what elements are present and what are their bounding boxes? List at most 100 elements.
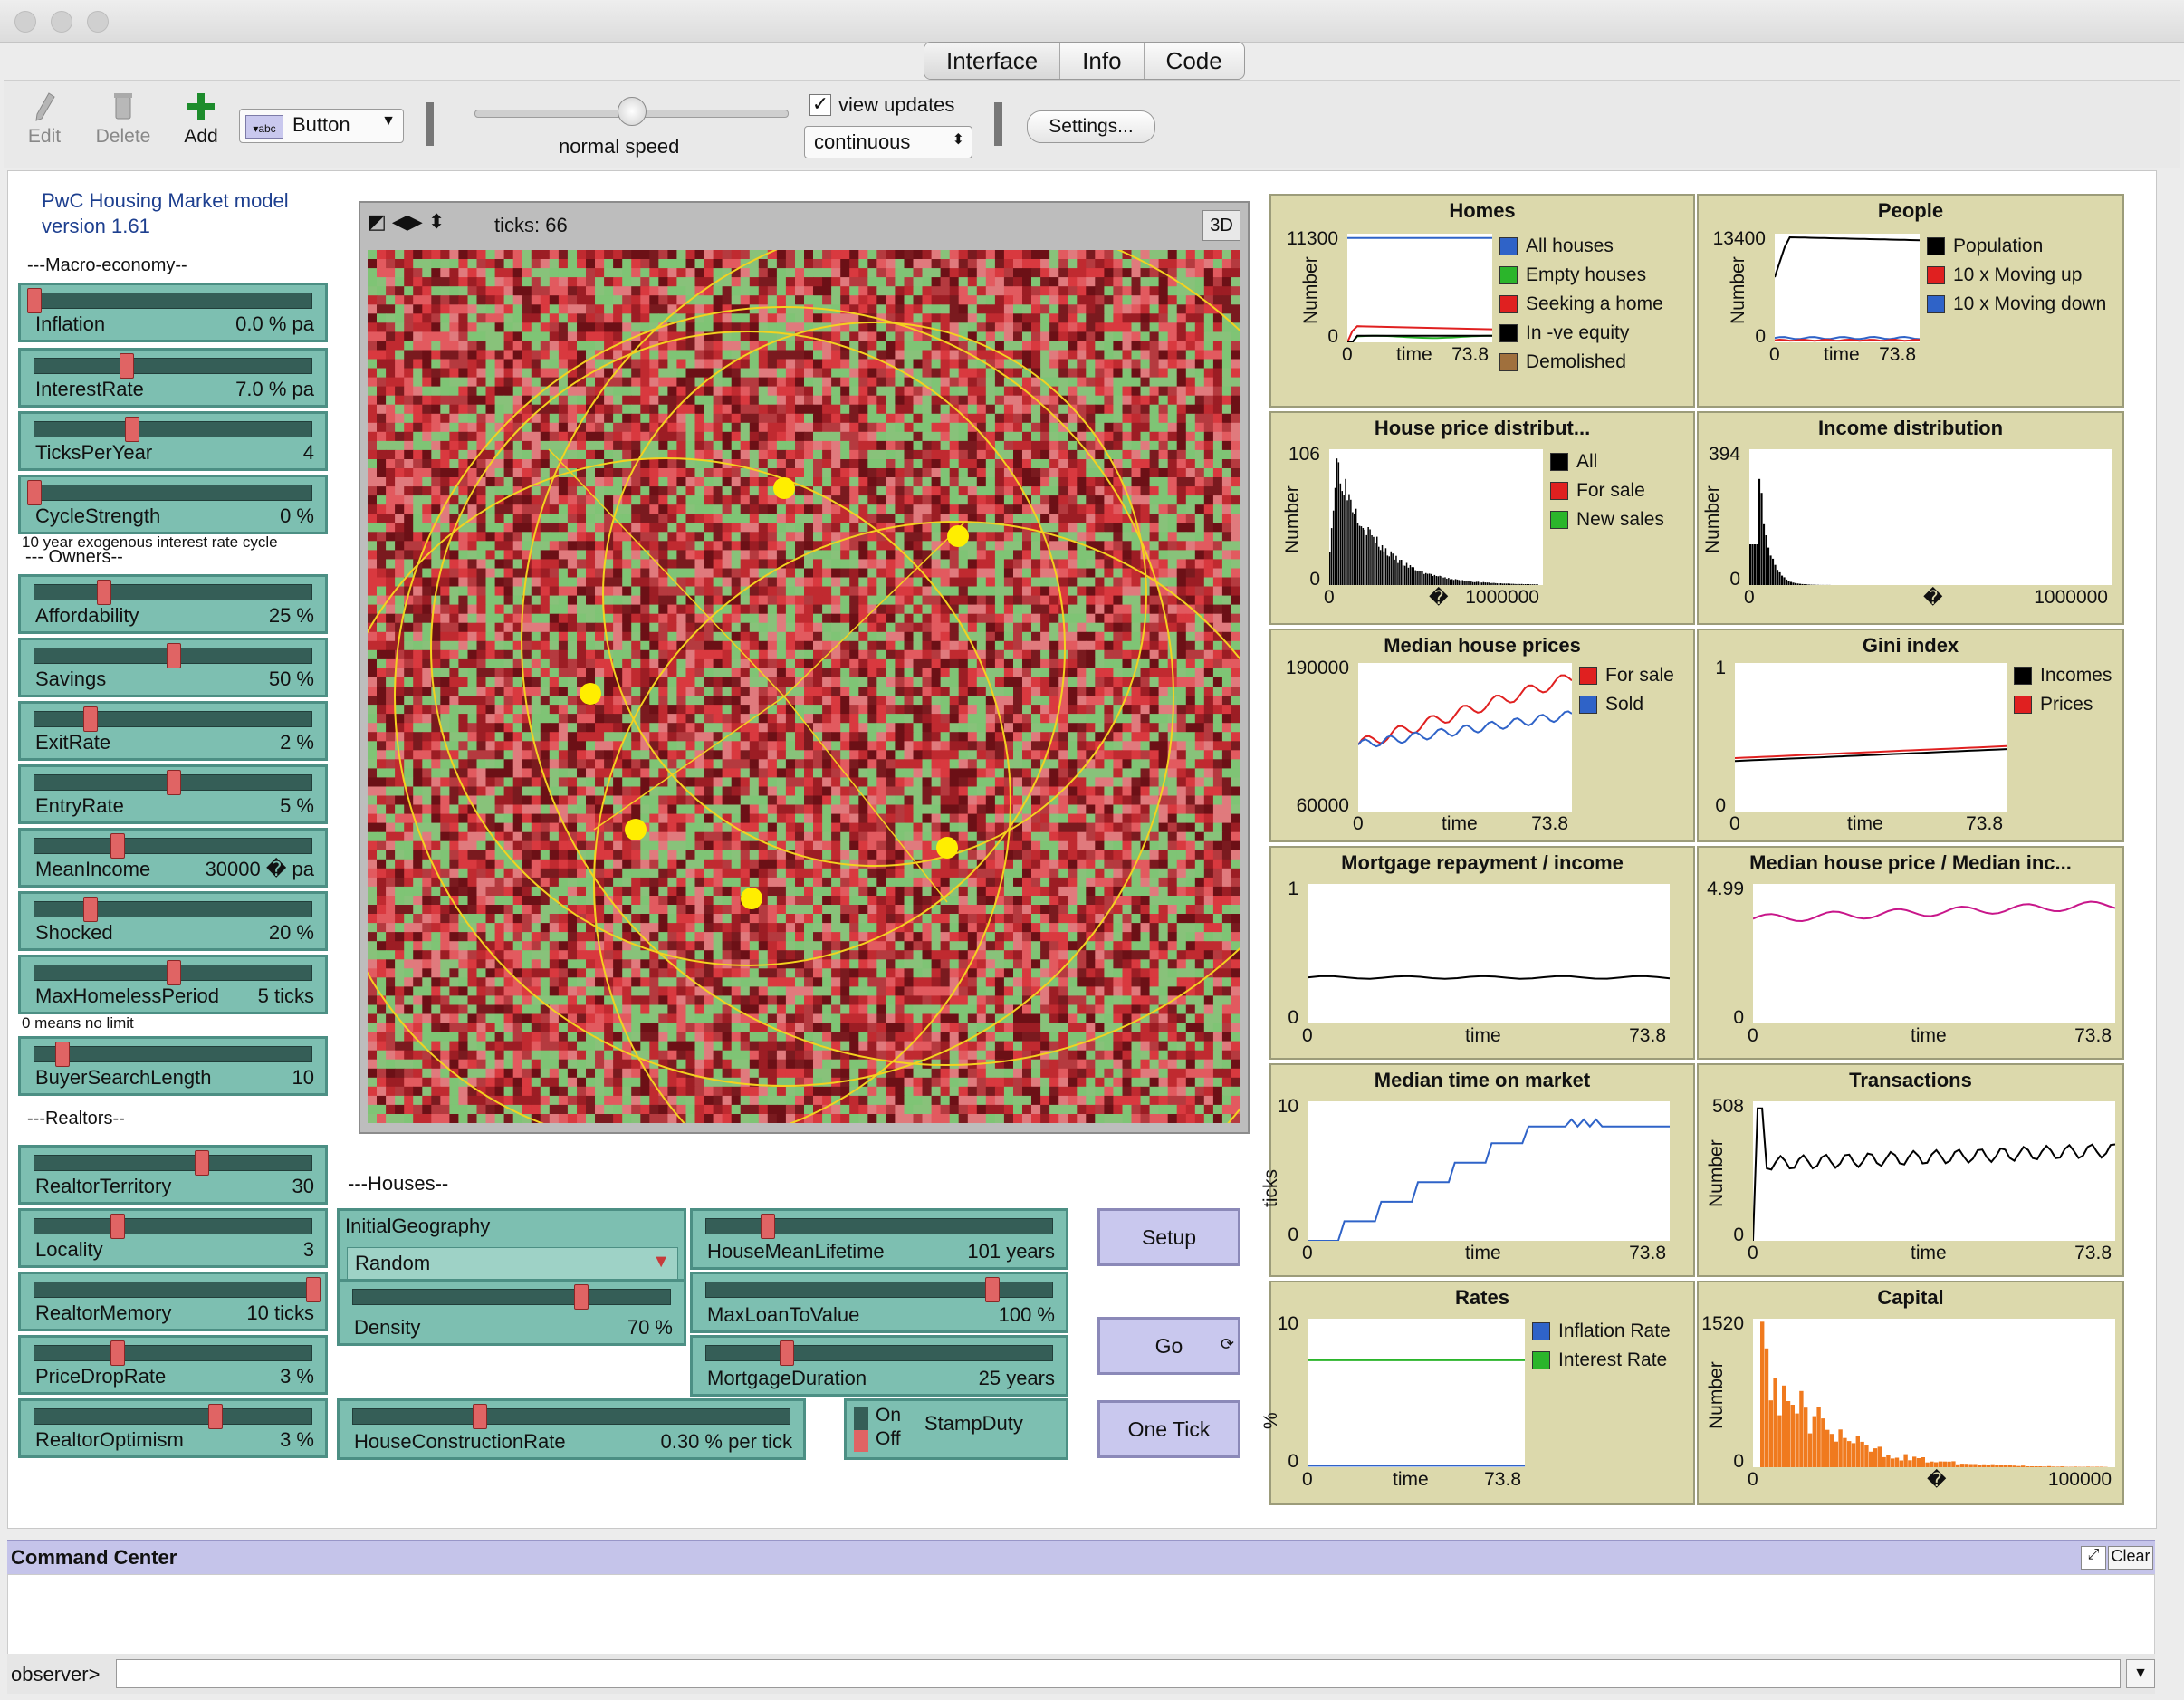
slider-knob[interactable] — [167, 643, 181, 668]
minimize-window-icon[interactable] — [51, 11, 72, 33]
view-3d-button[interactable]: 3D — [1202, 210, 1240, 241]
slider-label: Locality — [35, 1238, 103, 1261]
histogram-bar — [1452, 580, 1455, 585]
command-center: Command Center ⤢ Clear observer> ▼ — [7, 1540, 2155, 1699]
histogram-bar — [1512, 583, 1514, 585]
slider-knob[interactable] — [167, 770, 181, 795]
slider-exitrate[interactable]: ExitRate 2 % — [18, 701, 328, 761]
slider-knob[interactable] — [984, 1277, 1000, 1302]
plot-xlabel: time — [1442, 813, 1478, 834]
slider-entryrate[interactable]: EntryRate 5 % — [18, 764, 328, 824]
slider-knob[interactable] — [194, 1150, 209, 1176]
switch-knob[interactable] — [854, 1430, 868, 1452]
slider-knob[interactable] — [110, 833, 126, 859]
histogram-bar — [1510, 583, 1512, 585]
expand-icon[interactable]: ⤢ — [2081, 1546, 2106, 1570]
world-canvas[interactable] — [368, 250, 1240, 1123]
add-button[interactable]: Add — [176, 90, 226, 148]
view-controls[interactable]: ◩ ◀▶ ⬍ — [368, 210, 445, 234]
close-window-icon[interactable] — [14, 11, 36, 33]
slider-cyclestrength[interactable]: CycleStrength 0 % — [18, 475, 328, 534]
slider-ticksperyear[interactable]: TicksPerYear 4 — [18, 411, 328, 471]
delete-button[interactable]: Delete — [87, 90, 159, 148]
legend-swatch — [1499, 353, 1518, 371]
slider-knob[interactable] — [124, 417, 139, 442]
horizontal-arrows-icon[interactable]: ◀▶ — [391, 210, 423, 233]
slider-knob[interactable] — [167, 960, 181, 985]
legend-label: 10 x Moving up — [1953, 264, 2083, 285]
histogram-bar — [2051, 1466, 2055, 1467]
density-slider[interactable]: Density 70 % — [337, 1279, 686, 1346]
slider-pricedroprate[interactable]: PriceDropRate 3 % — [18, 1335, 328, 1395]
slider-interestrate[interactable]: InterestRate 7.0 % pa — [18, 348, 328, 408]
chevron-down-icon[interactable]: ▼ — [2126, 1659, 2155, 1688]
vertical-arrows-icon[interactable]: ⬍ — [427, 210, 445, 233]
setup-button[interactable]: Setup — [1097, 1208, 1240, 1266]
slider-knob[interactable] — [82, 706, 98, 732]
slider-meanincome[interactable]: MeanIncome 30000 � pa — [18, 828, 328, 888]
speed-slider-knob[interactable] — [617, 97, 647, 126]
command-input[interactable] — [116, 1659, 2121, 1688]
edit-button[interactable]: Edit — [22, 90, 67, 148]
edge-control-icon[interactable]: ◩ — [368, 210, 387, 233]
go-button[interactable]: Go ⟳ — [1097, 1317, 1240, 1375]
slider-knob[interactable] — [27, 288, 42, 313]
histogram-bar — [1375, 543, 1376, 585]
one-tick-button[interactable]: One Tick — [1097, 1400, 1240, 1458]
slider-inflation[interactable]: Inflation 0.0 % pa — [18, 283, 328, 342]
slider-label: MeanIncome — [35, 858, 151, 880]
histogram-bar — [1860, 1441, 1864, 1467]
house-mean-lifetime-slider[interactable]: HouseMeanLifetime 101 years — [690, 1208, 1068, 1270]
slider-maxhomelessperiod[interactable]: MaxHomelessPeriod 5 ticks — [18, 955, 328, 1014]
stamp-duty-switch[interactable]: On Off StampDuty — [844, 1398, 1068, 1460]
histogram-bar — [1760, 1321, 1765, 1467]
slider-knob[interactable] — [110, 1214, 126, 1239]
house-construction-rate-slider[interactable]: HouseConstructionRate 0.30 % per tick — [337, 1398, 806, 1460]
slider-knob[interactable] — [110, 1340, 126, 1366]
slider-buyersearchlength[interactable]: BuyerSearchLength 10 — [18, 1036, 328, 1096]
tab-code[interactable]: Code — [1165, 47, 1222, 74]
slider-realtoroptimism[interactable]: RealtorOptimism 3 % — [18, 1398, 328, 1458]
tab-info[interactable]: Info — [1060, 43, 1145, 79]
slider-savings[interactable]: Savings 50 % — [18, 638, 328, 697]
slider-affordability[interactable]: Affordability 25 % — [18, 574, 328, 634]
slider-knob[interactable] — [472, 1404, 487, 1429]
histogram-bar — [1411, 567, 1413, 585]
slider-realtorterritory[interactable]: RealtorTerritory 30 — [18, 1145, 328, 1205]
slider-knob[interactable] — [780, 1340, 794, 1366]
plot-ylabel: Number — [1300, 256, 1321, 324]
slider-shocked[interactable]: Shocked 20 % — [18, 891, 328, 951]
slider-knob[interactable] — [208, 1404, 224, 1429]
initial-geography-select[interactable]: Random ▼ — [347, 1247, 678, 1280]
slider-label: MaxHomelessPeriod — [35, 984, 219, 1007]
histogram-bar — [2094, 1466, 2099, 1467]
slider-knob[interactable] — [27, 480, 42, 505]
legend-swatch — [1579, 667, 1597, 685]
slider-knob[interactable] — [54, 1042, 70, 1067]
tab-interface[interactable]: Interface — [924, 43, 1061, 79]
slider-track — [34, 1046, 312, 1062]
update-mode-select[interactable]: continuous ⬍ — [804, 126, 972, 158]
histogram-bar — [1537, 584, 1538, 585]
slider-knob[interactable] — [761, 1214, 776, 1239]
zoom-window-icon[interactable] — [87, 11, 109, 33]
slider-knob[interactable] — [82, 897, 98, 922]
slider-track — [34, 293, 312, 309]
mortgage-duration-slider[interactable]: MortgageDuration 25 years — [690, 1335, 1068, 1397]
widget-type-select[interactable]: ▾abc Button ▼ — [239, 109, 404, 143]
slider-knob[interactable] — [97, 580, 111, 605]
settings-button[interactable]: Settings... — [1027, 110, 1155, 143]
max-loan-to-value-slider[interactable]: MaxLoanToValue 100 % — [690, 1272, 1068, 1333]
slider-knob[interactable] — [306, 1277, 321, 1302]
slider-locality[interactable]: Locality 3 — [18, 1208, 328, 1268]
histogram-bar — [1812, 1416, 1816, 1467]
slider-realtormemory[interactable]: RealtorMemory 10 ticks — [18, 1272, 328, 1331]
slider-knob[interactable] — [574, 1284, 589, 1310]
histogram-bar — [2012, 1465, 2016, 1467]
plot-mortgage-income: Mortgage repayment / income 1 0 0 73.8 time — [1269, 846, 1695, 1060]
plot-ymin: 0 — [1288, 1451, 1298, 1472]
clear-button[interactable]: Clear — [2108, 1546, 2153, 1570]
slider-knob[interactable] — [119, 353, 134, 379]
legend-item: For sale — [1550, 476, 1664, 505]
view-updates-checkbox[interactable]: ✓ — [809, 94, 831, 116]
